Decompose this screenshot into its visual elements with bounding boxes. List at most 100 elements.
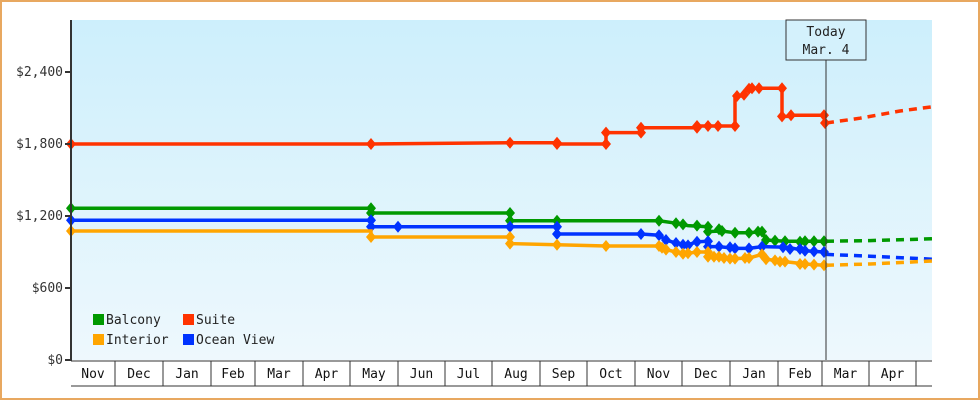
x-month-label: May [362, 367, 386, 382]
data-point-marker[interactable] [505, 237, 515, 250]
data-point-marker[interactable] [785, 243, 795, 255]
data-point-marker[interactable] [800, 258, 810, 270]
data-point-marker[interactable] [809, 235, 819, 248]
data-point-marker[interactable] [552, 138, 562, 150]
data-point-marker[interactable] [730, 252, 740, 265]
data-point-marker[interactable] [692, 219, 702, 232]
data-point-marker[interactable] [744, 252, 754, 264]
x-month-label: Apr [881, 367, 905, 382]
x-month-label: Apr [315, 367, 339, 382]
data-point-marker[interactable] [505, 220, 515, 233]
data-point-marker[interactable] [761, 253, 771, 266]
data-point-marker[interactable] [636, 228, 646, 240]
legend-swatch-suite [183, 314, 194, 325]
legend: Balcony Suite Interior Ocean View [93, 313, 274, 348]
data-point-marker[interactable] [809, 258, 819, 271]
x-month-label: Aug [504, 367, 527, 382]
legend-swatch-ocean-view [183, 334, 194, 345]
data-point-marker[interactable] [732, 90, 742, 102]
legend-swatch-interior [93, 334, 104, 345]
data-point-marker[interactable] [692, 120, 702, 132]
data-point-marker[interactable] [730, 242, 740, 255]
data-point-marker[interactable] [703, 225, 713, 238]
data-point-marker[interactable] [800, 235, 810, 248]
data-point-marker[interactable] [671, 237, 681, 249]
data-point-marker[interactable] [778, 241, 788, 254]
data-point-marker[interactable] [744, 226, 754, 239]
data-point-marker[interactable] [654, 214, 664, 227]
x-month-label: Dec [694, 367, 717, 382]
y-tick-label: $600 [32, 281, 63, 296]
data-point-marker[interactable] [683, 239, 693, 252]
data-point-marker[interactable] [754, 82, 764, 95]
data-point-marker[interactable] [777, 82, 787, 95]
series-suite [66, 82, 933, 150]
data-point-marker[interactable] [757, 225, 767, 238]
data-point-marker[interactable] [777, 110, 787, 123]
data-point-marker[interactable] [820, 117, 830, 129]
data-point-marker[interactable] [703, 250, 713, 263]
data-point-marker[interactable] [505, 207, 515, 219]
today-label: Today [806, 25, 845, 40]
data-point-marker[interactable] [505, 231, 515, 243]
series-forecast-line [825, 105, 933, 125]
data-point-marker[interactable] [809, 245, 819, 258]
data-point-marker[interactable] [730, 226, 740, 239]
x-month-label: Mar [834, 367, 858, 382]
data-point-marker[interactable] [552, 238, 562, 251]
data-point-marker[interactable] [505, 136, 515, 149]
legend-label-suite: Suite [196, 313, 235, 328]
data-point-marker[interactable] [744, 242, 754, 255]
x-month-label: Jan [175, 367, 198, 382]
data-point-marker[interactable] [747, 82, 757, 95]
data-point-marker[interactable] [552, 220, 562, 233]
data-point-marker[interactable] [770, 234, 780, 247]
x-month-label: Jan [742, 367, 765, 382]
data-point-marker[interactable] [661, 234, 671, 246]
data-point-marker[interactable] [757, 240, 767, 253]
data-point-marker[interactable] [713, 120, 723, 132]
data-point-marker[interactable] [678, 218, 688, 231]
x-axis-months: Nov Dec Jan Feb Mar Apr May Jun Jul Aug Sep Oct Nov D… [71, 360, 932, 387]
data-point-marker[interactable] [552, 228, 562, 240]
data-point-marker[interactable] [671, 246, 681, 258]
data-point-marker[interactable] [393, 220, 403, 233]
series-forecast-line [825, 237, 933, 243]
x-month-label: Jun [410, 367, 433, 382]
data-point-marker[interactable] [692, 246, 702, 258]
data-point-marker[interactable] [366, 138, 376, 150]
data-point-marker[interactable] [683, 247, 693, 260]
data-point-marker[interactable] [714, 240, 724, 253]
data-point-marker[interactable] [661, 243, 671, 256]
legend-swatch-balcony [93, 314, 104, 325]
data-point-marker[interactable] [800, 244, 810, 257]
y-axis-ticks: $0 $600 $1,200 $1,800 $2,400 [16, 65, 71, 368]
y-tick-label: $1,200 [16, 209, 63, 224]
data-point-marker[interactable] [654, 229, 664, 242]
data-point-marker[interactable] [780, 255, 790, 268]
x-month-label: Jul [457, 367, 480, 382]
data-point-marker[interactable] [786, 109, 796, 122]
x-month-label: Mar [267, 367, 291, 382]
data-point-marker[interactable] [717, 225, 727, 237]
data-point-marker[interactable] [601, 240, 611, 252]
series-interior [66, 225, 933, 272]
x-month-label: Nov [647, 367, 671, 382]
data-point-marker[interactable] [366, 214, 376, 227]
data-point-marker[interactable] [601, 138, 611, 150]
x-month-label: Nov [81, 367, 105, 382]
data-point-marker[interactable] [703, 120, 713, 132]
data-point-marker[interactable] [730, 120, 740, 132]
data-point-marker[interactable] [719, 252, 729, 264]
y-tick-label: $1,800 [16, 137, 63, 152]
data-point-marker[interactable] [636, 121, 646, 134]
legend-label-ocean-view: Ocean View [196, 333, 274, 348]
x-month-label: Oct [599, 367, 622, 382]
y-tick-label: $0 [47, 353, 63, 368]
data-point-marker[interactable] [601, 126, 611, 139]
data-point-marker[interactable] [366, 207, 376, 219]
data-point-marker[interactable] [692, 235, 702, 248]
data-point-marker[interactable] [366, 231, 376, 243]
data-point-marker[interactable] [671, 217, 681, 230]
